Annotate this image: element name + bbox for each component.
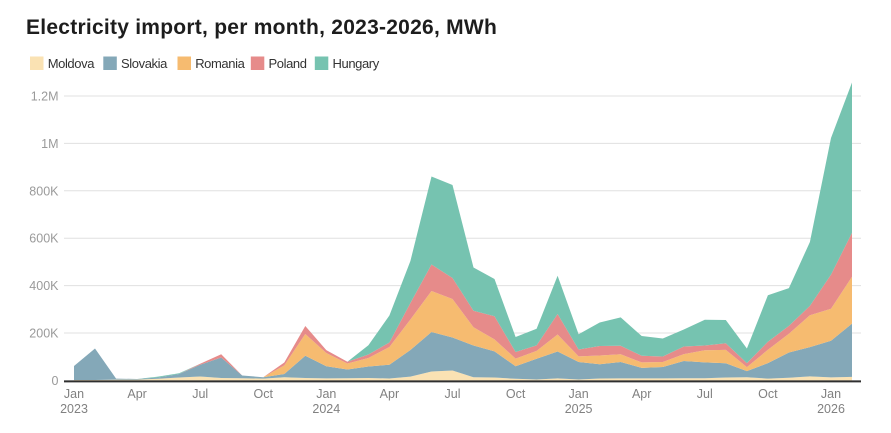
svg-text:Moldova: Moldova: [48, 56, 96, 71]
svg-text:2023: 2023: [60, 402, 88, 416]
svg-text:Jul: Jul: [445, 387, 461, 401]
svg-text:Electricity import, per month,: Electricity import, per month, 2023-2026…: [26, 16, 497, 39]
svg-text:600K: 600K: [29, 232, 59, 246]
svg-text:Apr: Apr: [632, 387, 651, 401]
svg-text:800K: 800K: [29, 184, 59, 198]
svg-text:Hungary: Hungary: [333, 56, 380, 71]
svg-text:1.2M: 1.2M: [31, 90, 59, 104]
svg-text:Romania: Romania: [195, 56, 245, 71]
svg-text:Oct: Oct: [758, 387, 778, 401]
svg-text:Jul: Jul: [697, 387, 713, 401]
svg-text:2026: 2026: [817, 402, 845, 416]
svg-text:Jul: Jul: [192, 387, 208, 401]
svg-text:Oct: Oct: [506, 387, 526, 401]
svg-text:2024: 2024: [312, 402, 340, 416]
svg-text:Apr: Apr: [380, 387, 399, 401]
svg-text:2025: 2025: [565, 402, 593, 416]
svg-text:0: 0: [52, 374, 59, 388]
svg-text:400K: 400K: [29, 279, 59, 293]
svg-text:Jan: Jan: [569, 387, 589, 401]
svg-text:Jan: Jan: [316, 387, 336, 401]
svg-text:Poland: Poland: [269, 56, 307, 71]
svg-text:Jan: Jan: [821, 387, 841, 401]
svg-text:Apr: Apr: [127, 387, 146, 401]
svg-text:200K: 200K: [29, 327, 59, 341]
svg-text:Jan: Jan: [64, 387, 84, 401]
svg-text:Slovakia: Slovakia: [121, 56, 168, 71]
svg-text:1M: 1M: [41, 137, 58, 151]
svg-text:Oct: Oct: [253, 387, 273, 401]
